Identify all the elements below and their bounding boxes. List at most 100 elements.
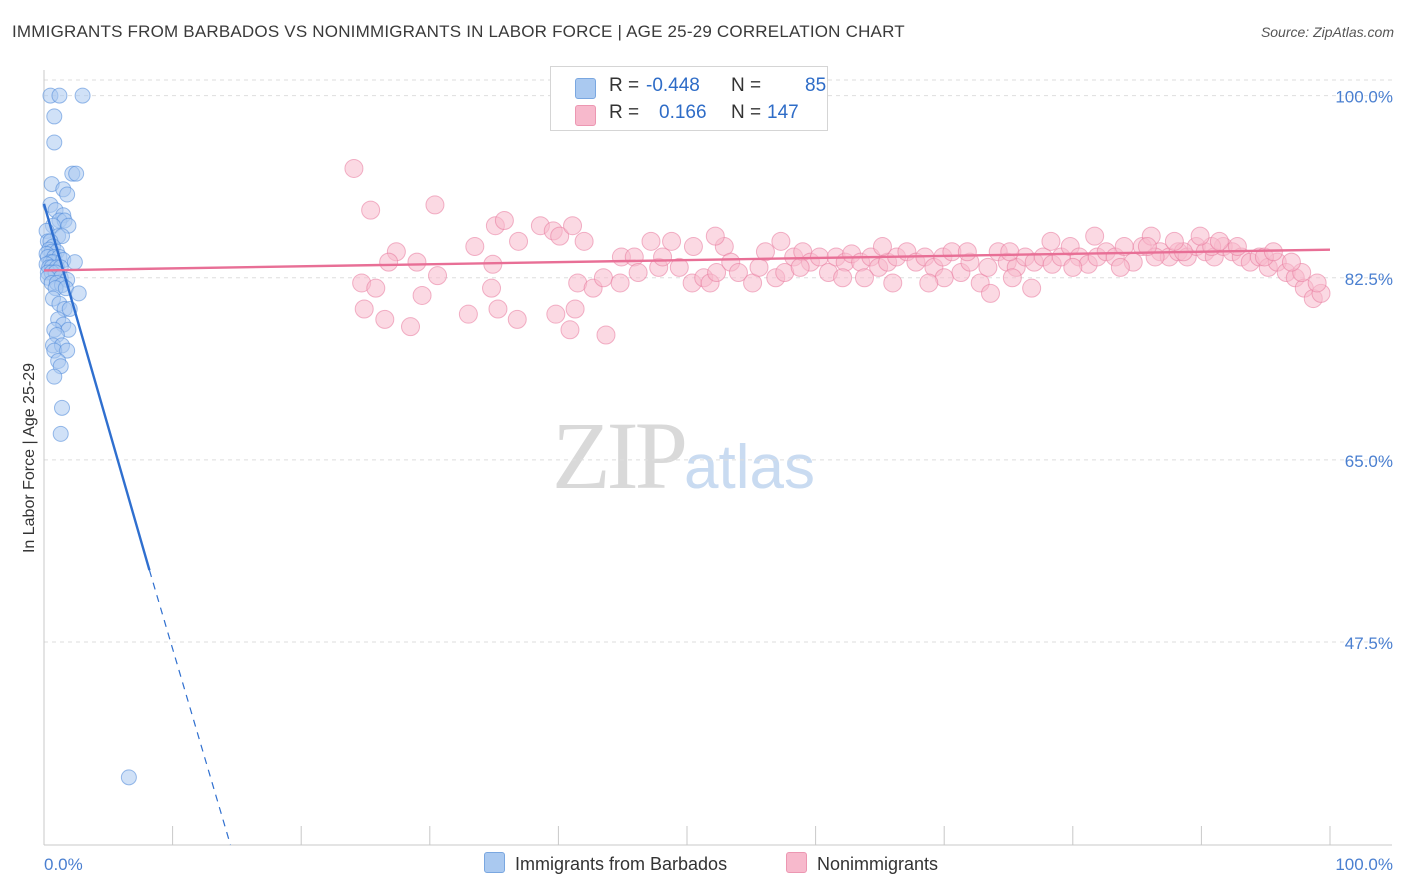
data-point xyxy=(482,278,502,298)
data-point xyxy=(683,237,703,257)
data-point xyxy=(653,247,673,267)
data-point xyxy=(428,266,448,286)
data-points xyxy=(38,87,1331,786)
data-point xyxy=(610,273,630,293)
legend-swatch-nonimmigrants xyxy=(575,105,596,126)
data-point xyxy=(458,304,478,324)
series-barbados-points xyxy=(38,87,137,786)
trend-line-nonimmigrants xyxy=(43,248,1331,272)
trend-lines xyxy=(42,203,1331,846)
data-point xyxy=(375,309,395,329)
watermark: ZIPatlas xyxy=(552,400,815,511)
data-point xyxy=(596,325,616,345)
data-point xyxy=(872,237,892,257)
data-point xyxy=(74,87,91,104)
y-tick-label: 47.5% xyxy=(1345,634,1393,653)
data-point xyxy=(705,226,725,246)
source-label: Source: ZipAtlas.com xyxy=(1260,24,1394,40)
data-point xyxy=(70,285,87,302)
data-point xyxy=(1164,231,1184,251)
x-tick-label-max: 100.0% xyxy=(1335,855,1393,874)
data-point xyxy=(560,320,580,340)
legend-n-label: N = xyxy=(731,75,762,96)
bottom-legend-swatch-nonimmigrants xyxy=(786,852,807,873)
data-point xyxy=(412,285,432,305)
data-point xyxy=(1041,231,1061,251)
legend-n-value: 147 xyxy=(767,102,799,123)
legend-r-value: 0.166 xyxy=(659,102,707,123)
data-point xyxy=(407,252,427,272)
trend-line-barbados xyxy=(42,203,151,571)
data-point xyxy=(833,268,853,288)
data-point xyxy=(574,231,594,251)
legend-n-value: 85 xyxy=(805,75,827,96)
watermark-atlas: atlas xyxy=(684,433,815,502)
data-point xyxy=(771,231,791,251)
bottom-legend-nonimmigrants: Nonimmigrants xyxy=(786,852,938,875)
y-tick-label: 82.5% xyxy=(1345,270,1393,289)
data-point xyxy=(883,273,903,293)
data-point xyxy=(344,158,364,178)
bottom-legend-swatch-barbados xyxy=(484,852,505,873)
bottom-legend-label-barbados: Immigrants from Barbados xyxy=(515,854,728,874)
data-point xyxy=(728,263,748,283)
data-point xyxy=(488,299,508,319)
y-tick-label: 100.0% xyxy=(1335,88,1393,107)
data-point xyxy=(1307,273,1327,293)
data-point xyxy=(1063,257,1083,277)
legend-r-label: R = xyxy=(609,102,640,123)
data-point xyxy=(120,769,137,786)
data-point xyxy=(401,317,421,337)
legend-swatch-barbados xyxy=(575,78,596,99)
data-point xyxy=(854,268,874,288)
data-point xyxy=(593,268,613,288)
bottom-legend-label-nonimmigrants: Nonimmigrants xyxy=(817,854,939,874)
x-axis-ticks xyxy=(43,826,1331,845)
data-point xyxy=(1000,242,1020,262)
data-point xyxy=(494,211,514,231)
data-point xyxy=(624,247,644,267)
data-point xyxy=(1002,268,1022,288)
data-point xyxy=(366,278,386,298)
data-point xyxy=(1110,257,1130,277)
correlation-legend: R = -0.448 N = 85 R = 0.166 N = 147 xyxy=(550,66,828,131)
y-tick-label: 65.0% xyxy=(1345,452,1393,471)
data-point xyxy=(46,134,63,151)
data-point xyxy=(980,283,1000,303)
data-point xyxy=(641,231,661,251)
data-point xyxy=(550,226,570,246)
legend-row-nonimmigrants: R = 0.166 N = 147 xyxy=(551,102,827,128)
data-point xyxy=(978,257,998,277)
data-point xyxy=(51,87,68,104)
data-point xyxy=(59,186,76,203)
data-point xyxy=(919,273,939,293)
series-nonimmigrants-points xyxy=(344,158,1331,345)
data-point xyxy=(46,368,63,385)
data-point xyxy=(957,242,977,262)
trend-line-barbados-extrapolated xyxy=(148,570,232,846)
data-point xyxy=(425,195,445,215)
data-point xyxy=(68,165,85,182)
watermark-zip: ZIP xyxy=(552,402,688,509)
data-point xyxy=(1209,231,1229,251)
data-point xyxy=(361,200,381,220)
data-point xyxy=(1085,226,1105,246)
data-point xyxy=(707,263,727,283)
data-point xyxy=(1190,226,1210,246)
axes xyxy=(43,70,1392,846)
gridlines xyxy=(44,79,1392,643)
data-point xyxy=(628,263,648,283)
bottom-legend-barbados: Immigrants from Barbados xyxy=(484,852,727,875)
data-point xyxy=(563,216,583,236)
y-axis-label: In Labor Force | Age 25-29 xyxy=(21,363,38,553)
data-point xyxy=(669,257,689,277)
data-point xyxy=(46,108,63,125)
data-point xyxy=(465,237,485,257)
data-point xyxy=(1281,252,1301,272)
data-point xyxy=(565,299,585,319)
legend-r-value: -0.448 xyxy=(646,75,700,96)
data-point xyxy=(790,257,810,277)
legend-r-label: R = xyxy=(609,75,640,96)
data-point xyxy=(379,252,399,272)
